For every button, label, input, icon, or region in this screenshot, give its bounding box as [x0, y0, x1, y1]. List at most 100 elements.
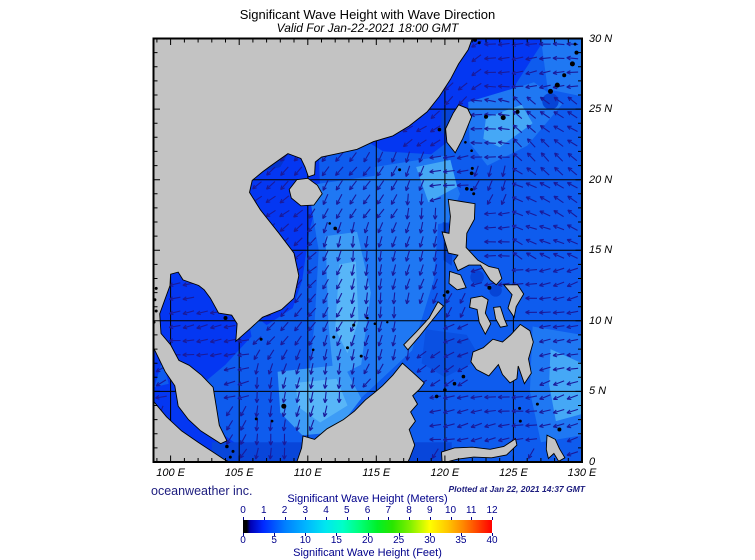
axis-ticks [153, 38, 583, 463]
islet [470, 188, 474, 191]
islet [562, 73, 567, 78]
islet [574, 50, 579, 55]
colorbar-tick [274, 533, 276, 536]
colorbar-title-meters: Significant Wave Height (Meters) [287, 493, 448, 505]
chart-valid-time: Valid For Jan-22-2021 18:00 GMT [276, 21, 459, 35]
colorbar-tick [243, 533, 244, 536]
islet [470, 149, 473, 152]
colorbar-tick [492, 517, 493, 520]
islet [333, 226, 338, 231]
islet [311, 348, 315, 352]
colorbar-feet-value: 35 [455, 535, 467, 546]
islet [373, 322, 377, 326]
islet [452, 381, 457, 386]
colorbar-feet-value: 25 [393, 535, 405, 546]
islet [332, 335, 336, 339]
islet [281, 403, 287, 409]
colorbar-meters-value: 5 [343, 505, 350, 516]
colorbar-gradient [243, 520, 492, 533]
colorbar-tick [326, 517, 327, 520]
colorbar-meters-value: 2 [281, 505, 288, 516]
land-mindanao [470, 323, 534, 385]
islet [477, 41, 481, 45]
islet [557, 427, 562, 432]
land-borneo [296, 362, 425, 462]
lon-label-105: 105 E [224, 467, 254, 479]
islet [515, 109, 520, 114]
islet [443, 388, 447, 392]
wave-shadow-spot [489, 284, 502, 297]
islet [469, 171, 474, 176]
colorbar-meters-value: 0 [240, 505, 246, 516]
colorbar-tick [398, 533, 400, 536]
wave-shadow-spot [470, 270, 484, 284]
islet [154, 286, 158, 290]
colorbar-tick [367, 517, 369, 520]
land-taiwan [445, 104, 473, 154]
islet [535, 402, 539, 406]
islet [434, 394, 439, 399]
islet [548, 88, 553, 94]
colorbar-meters-value: 7 [385, 505, 392, 516]
colorbar-tick [284, 517, 286, 520]
lat-label-0: 0 [589, 456, 596, 468]
land-mainland-asia [153, 38, 473, 445]
wave-patch-nw-luzon-core [416, 159, 458, 203]
islet [445, 290, 450, 294]
colorbar-meters-value: 10 [444, 505, 457, 516]
colorbar-meters-value: 12 [486, 505, 498, 516]
land-samar-leyte [502, 284, 525, 319]
colorbar-meters-value: 9 [426, 505, 433, 516]
colorbar-meters-value: 6 [364, 505, 371, 516]
islet [500, 115, 506, 121]
colorbar-tick [346, 517, 348, 520]
wave-patch-nw-borneo-core [295, 378, 348, 423]
islet [398, 168, 402, 172]
islet [386, 321, 389, 324]
islet [352, 323, 356, 327]
islet [464, 141, 467, 144]
lon-label-125: 125 E [499, 467, 528, 479]
islet [223, 316, 228, 320]
land-panay-negros [469, 295, 492, 336]
islet [154, 309, 158, 313]
land-sumatra [153, 400, 230, 462]
colorbar-feet-value: 40 [486, 535, 498, 546]
colorbar-meters-value: 11 [466, 505, 477, 516]
colorbar-feet-value: 5 [271, 535, 277, 546]
land-masses [153, 38, 579, 462]
islet [461, 374, 466, 379]
wave-patch-east-mindanao-core [549, 349, 582, 422]
islet [554, 82, 560, 88]
colorbar-meters-value: 4 [323, 505, 329, 516]
colorbar-tick [305, 517, 307, 520]
islet [487, 285, 492, 290]
colorbar-meters-value: 1 [260, 505, 267, 516]
islet [437, 127, 442, 132]
islet [359, 354, 363, 358]
wave-patch-top-right-light [540, 38, 582, 97]
islet [254, 417, 258, 421]
islet [366, 316, 369, 320]
land-cebu-bohol [493, 306, 508, 328]
colorbar-tick [460, 533, 462, 536]
lat-label-5: 5 N [589, 385, 607, 398]
islet [328, 222, 332, 225]
credit-oceanweather: oceanweather inc. [151, 484, 253, 498]
islet [484, 114, 488, 119]
islet [573, 42, 577, 46]
colorbar-meters-value: 3 [302, 505, 309, 516]
land-palawan [403, 301, 445, 351]
land-hainan [288, 177, 323, 207]
colorbar-tick [429, 533, 431, 536]
colorbar-tick [367, 533, 369, 536]
islet [518, 406, 522, 410]
colorbar-tick [305, 533, 307, 536]
land-luzon [441, 198, 503, 286]
lon-label-120: 120 E [430, 467, 460, 479]
colorbar-tick [388, 517, 390, 520]
lat-label-20: 20 N [589, 173, 613, 186]
islet [569, 61, 575, 67]
